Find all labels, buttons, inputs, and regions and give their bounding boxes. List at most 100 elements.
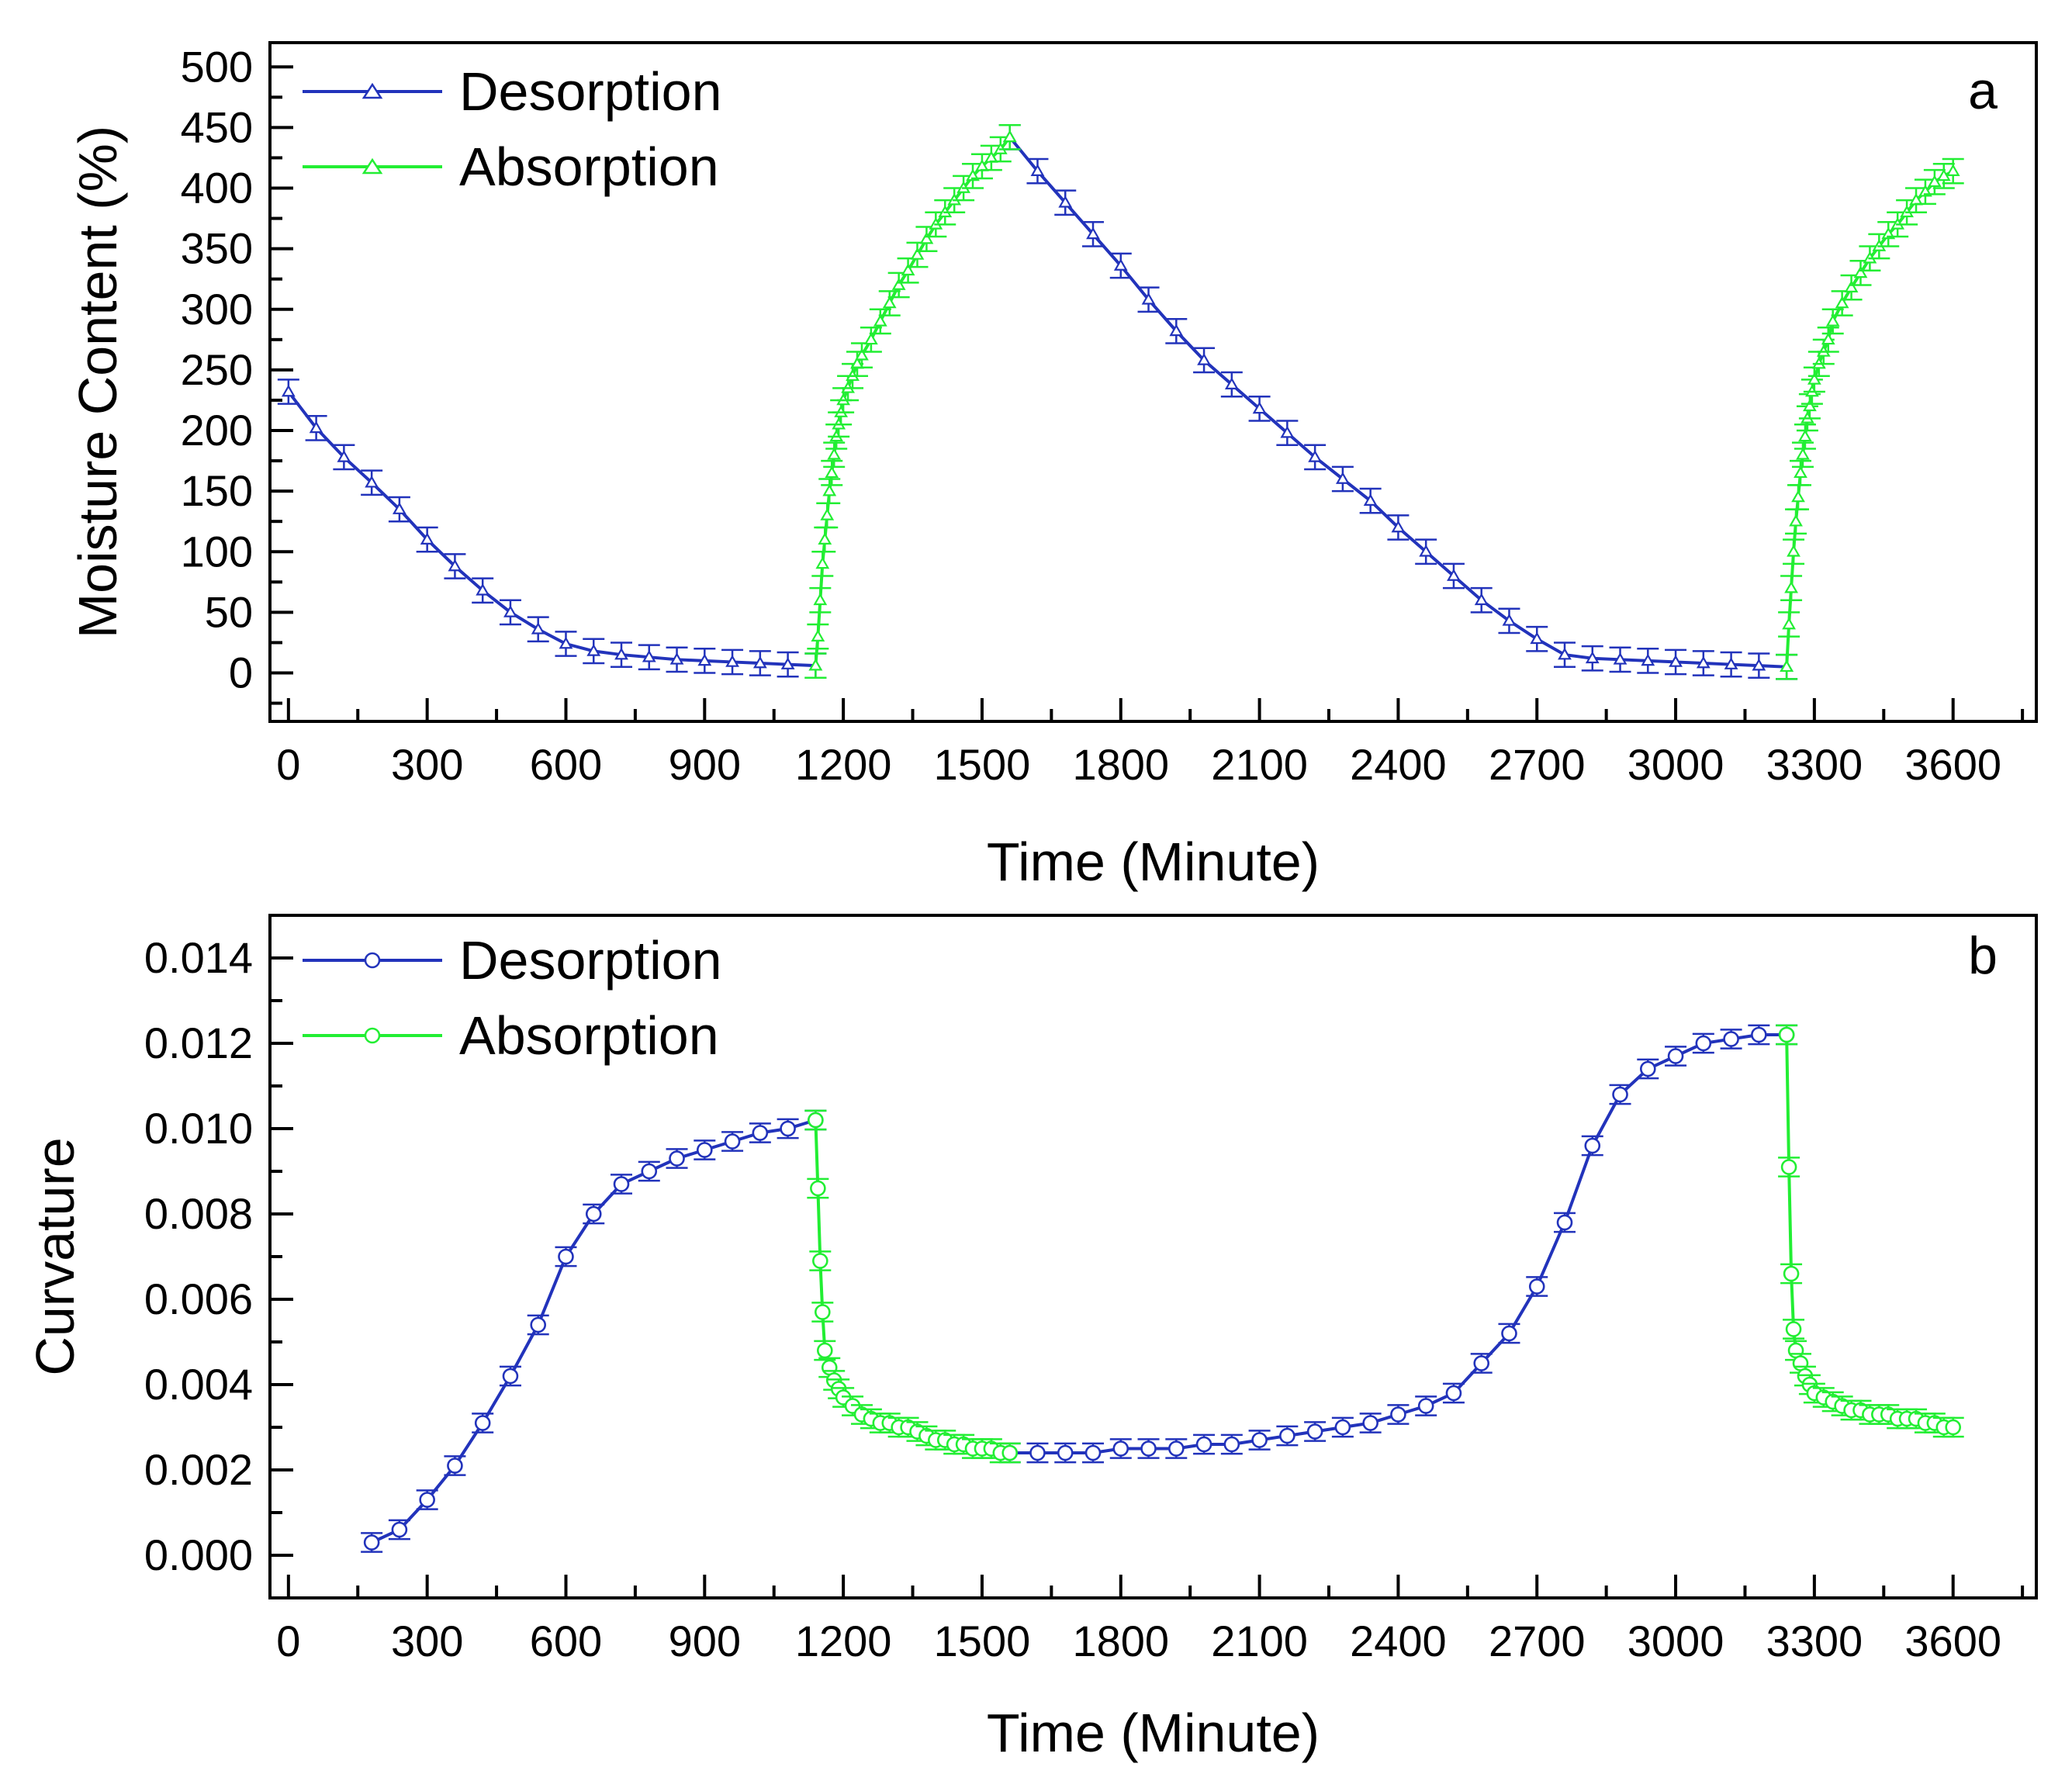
- panel-b-label: b: [1968, 926, 1998, 985]
- x-tick-label: 0: [276, 740, 300, 789]
- data-point: [669, 652, 684, 665]
- data-point: [1195, 1436, 1212, 1453]
- panel-a-x-axis-title: Time (Minute): [987, 832, 1320, 892]
- x-tick-label: 1200: [795, 1617, 892, 1665]
- data-point: [1084, 1444, 1102, 1461]
- series-line: [1785, 1034, 1953, 1429]
- y-tick-label: 0.008: [144, 1189, 253, 1238]
- data-point: [873, 314, 887, 327]
- data-point: [1780, 659, 1794, 673]
- data-point: [1778, 1026, 1795, 1043]
- data-point: [1558, 647, 1572, 660]
- legend-item-absorption: Absorption: [303, 137, 719, 197]
- data-point: [393, 502, 406, 514]
- legend-item-absorption: Absorption: [303, 1005, 719, 1066]
- data-point: [502, 1368, 519, 1385]
- data-point: [1391, 520, 1406, 533]
- series-absorption: [804, 124, 1964, 680]
- x-tick-label: 3300: [1766, 1617, 1863, 1665]
- legend-item-desorption: Desorption: [303, 930, 722, 991]
- data-point: [1279, 1427, 1295, 1444]
- x-tick-label: 3300: [1766, 740, 1863, 789]
- data-point: [1821, 332, 1835, 345]
- data-point: [815, 556, 830, 569]
- data-point: [1141, 292, 1156, 305]
- x-tick-label: 900: [669, 740, 741, 789]
- y-tick-label: 0.014: [144, 933, 253, 982]
- data-point: [1751, 1026, 1767, 1043]
- x-tick-label: 3000: [1628, 740, 1724, 789]
- legend-marker: [361, 82, 383, 99]
- y-tick-label: 0.012: [144, 1018, 253, 1067]
- data-point: [919, 231, 934, 244]
- data-point: [1639, 1060, 1656, 1077]
- data-point: [1112, 1440, 1129, 1457]
- data-point: [825, 465, 839, 479]
- data-point: [1613, 652, 1628, 665]
- x-tick-label: 2400: [1350, 1617, 1447, 1665]
- data-point: [474, 1415, 491, 1431]
- data-point: [1363, 493, 1378, 506]
- data-point: [820, 508, 835, 520]
- data-point: [1724, 657, 1738, 669]
- x-tick-label: 300: [391, 1617, 463, 1665]
- data-point: [1362, 1415, 1378, 1431]
- series-desorption: [361, 1024, 1798, 1553]
- data-point: [365, 475, 379, 488]
- data-point: [863, 332, 878, 345]
- legend-label: Desorption: [459, 930, 722, 991]
- x-tick-label: 3600: [1904, 1617, 2001, 1665]
- data-point: [363, 1534, 380, 1551]
- data-point: [827, 448, 842, 460]
- x-tick-label: 300: [391, 740, 463, 789]
- data-point: [816, 1342, 833, 1359]
- data-point: [1825, 314, 1840, 327]
- data-point: [901, 263, 915, 276]
- data-point: [697, 1142, 713, 1158]
- data-point: [813, 593, 828, 606]
- data-point: [815, 1304, 831, 1320]
- data-point: [1803, 399, 1817, 412]
- data-point: [1058, 195, 1073, 208]
- y-tick-label: 200: [181, 406, 253, 455]
- panel-b-legend: Desorption Absorption: [303, 930, 722, 1066]
- data-point: [420, 532, 434, 545]
- data-point: [1696, 655, 1711, 669]
- data-point: [1927, 175, 1942, 188]
- y-tick-label: 250: [181, 345, 253, 394]
- panel-a: 0 300 600 900 1200 1500 1800 2100 2400 2700 3000 33…: [67, 41, 2038, 892]
- panel-b-x-axis-title: Time (Minute): [987, 1703, 1320, 1763]
- data-point: [1807, 372, 1821, 385]
- data-point: [1334, 1419, 1351, 1436]
- data-point: [1946, 164, 1960, 176]
- data-point: [337, 450, 351, 462]
- series-desorption: [277, 124, 1798, 680]
- x-tick-label: 2100: [1211, 1617, 1308, 1665]
- legend-marker: [364, 1027, 381, 1044]
- legend-marker: [361, 157, 383, 175]
- data-point: [1641, 653, 1655, 666]
- x-tick-label: 600: [530, 1617, 602, 1665]
- data-point: [818, 532, 832, 545]
- data-point: [476, 583, 490, 596]
- panel-b: 0 300 600 900 1200 1500 1800 2100 2400 2700 3000 33…: [25, 914, 2038, 1763]
- series-line: [1008, 136, 1787, 669]
- data-point: [1794, 465, 1807, 479]
- data-point: [669, 1150, 685, 1167]
- x-tick-label: 3000: [1628, 1617, 1724, 1665]
- data-point: [1473, 1355, 1490, 1371]
- y-tick-label: 0.000: [144, 1530, 253, 1579]
- x-tick-label: 900: [669, 1617, 741, 1665]
- data-point: [855, 348, 869, 361]
- data-point: [1029, 1444, 1046, 1461]
- data-point: [1584, 1137, 1601, 1154]
- data-point: [558, 1248, 574, 1265]
- y-tick-label: 0.002: [144, 1445, 253, 1494]
- legend-item-desorption: Desorption: [303, 61, 722, 122]
- data-point: [1853, 265, 1868, 278]
- data-point: [1791, 489, 1805, 503]
- data-point: [1280, 425, 1295, 438]
- y-tick-label: 0.006: [144, 1274, 253, 1323]
- data-point: [1390, 1406, 1406, 1423]
